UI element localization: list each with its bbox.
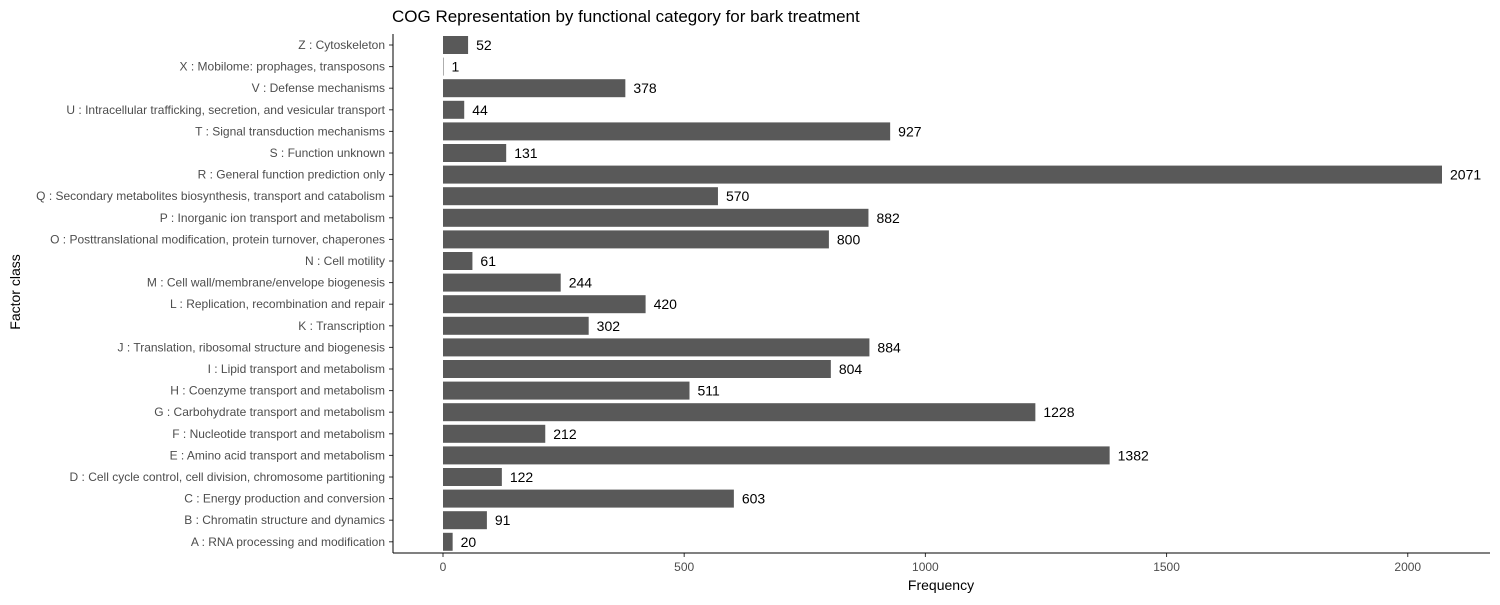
bar <box>443 403 1035 421</box>
chart-title: COG Representation by functional categor… <box>392 7 860 26</box>
bar-value-label: 1382 <box>1118 447 1149 463</box>
category-label: P : Inorganic ion transport and metaboli… <box>160 211 385 225</box>
category-label: M : Cell wall/membrane/envelope biogenes… <box>147 276 385 290</box>
bar-value-label: 244 <box>569 275 593 291</box>
bar <box>443 490 734 508</box>
bar <box>443 317 589 335</box>
category-label: G : Carbohydrate transport and metabolis… <box>154 405 385 419</box>
bar-value-label: 800 <box>837 231 861 247</box>
category-label: Z : Cytoskeleton <box>298 38 385 52</box>
bar-value-label: 420 <box>654 296 678 312</box>
category-labels-layer: Z : Cytoskeleton X : Mobilome: prophages,… <box>36 38 393 549</box>
category-label: C : Energy production and conversion <box>184 492 385 506</box>
bar <box>443 79 625 97</box>
bar <box>443 511 487 529</box>
bar-value-label: 61 <box>480 253 496 269</box>
category-label: T : Signal transduction mechanisms <box>195 124 385 138</box>
bar <box>443 468 502 486</box>
bar-value-label: 52 <box>476 37 492 53</box>
category-label: V : Defense mechanisms <box>252 81 385 95</box>
category-label: F : Nucleotide transport and metabolism <box>172 427 385 441</box>
category-label: E : Amino acid transport and metabolism <box>170 448 385 462</box>
bar-value-label: 804 <box>839 361 863 377</box>
bar <box>443 36 468 54</box>
bar-value-label: 302 <box>597 318 621 334</box>
bar <box>443 187 718 205</box>
category-label: I : Lipid transport and metabolism <box>208 362 385 376</box>
x-tick-label: 0 <box>440 560 447 574</box>
bar-value-label: 44 <box>472 102 488 118</box>
category-label: A : RNA processing and modification <box>191 535 385 549</box>
bar-value-label: 511 <box>697 383 720 399</box>
bar-value-label: 212 <box>553 426 577 442</box>
bars-layer <box>443 36 1442 551</box>
bar-value-label: 570 <box>726 188 750 204</box>
bar-value-label: 603 <box>742 491 766 507</box>
bar <box>443 101 464 119</box>
category-label: D : Cell cycle control, cell division, c… <box>70 470 385 484</box>
bar <box>443 144 506 162</box>
bar-value-label: 2071 <box>1450 167 1481 183</box>
bar-value-label: 20 <box>461 534 477 550</box>
x-ticks-layer: 0 500 1000 1500 2000 <box>440 553 1422 574</box>
category-label: R : General function prediction only <box>198 168 385 182</box>
bar-value-label: 884 <box>877 339 901 355</box>
category-label: X : Mobilome: prophages, transposons <box>180 60 385 74</box>
bar-value-label: 131 <box>514 145 538 161</box>
category-label: H : Coenzyme transport and metabolism <box>170 384 385 398</box>
bar <box>443 360 831 378</box>
x-tick-label: 1500 <box>1153 560 1180 574</box>
x-tick-label: 2000 <box>1394 560 1421 574</box>
y-axis-title: Factor class <box>7 254 23 329</box>
bar-value-label: 378 <box>633 80 657 96</box>
bar <box>443 209 868 227</box>
category-label: J : Translation, ribosomal structure and… <box>118 340 385 354</box>
category-label: N : Cell motility <box>305 254 385 268</box>
bar-value-label: 882 <box>876 210 900 226</box>
category-label: O : Posttranslational modification, prot… <box>50 232 385 246</box>
category-label: K : Transcription <box>298 319 385 333</box>
bar <box>443 122 890 140</box>
bar <box>443 295 646 313</box>
bar <box>443 382 689 400</box>
bar-value-label: 1228 <box>1043 404 1074 420</box>
value-labels-layer: 52 1 378 44 927 131 2071 570 882 800 61 244 420 302 88… <box>451 37 1481 550</box>
bar <box>443 338 869 356</box>
category-label: Q : Secondary metabolites biosynthesis, … <box>36 189 385 203</box>
bar <box>443 274 561 292</box>
category-label: S : Function unknown <box>270 146 385 160</box>
category-label: U : Intracellular trafficking, secretion… <box>66 103 385 117</box>
bar <box>443 533 453 551</box>
bar <box>443 252 472 270</box>
x-tick-label: 1000 <box>912 560 939 574</box>
bar-value-label: 122 <box>510 469 534 485</box>
x-tick-label: 500 <box>674 560 694 574</box>
bar-value-label: 927 <box>898 123 922 139</box>
bar-value-label: 1 <box>451 59 459 75</box>
bar <box>443 425 545 443</box>
x-axis-title: Frequency <box>908 577 974 593</box>
bar <box>443 230 829 248</box>
bar <box>443 166 1442 184</box>
category-label: L : Replication, recombination and repai… <box>170 297 385 311</box>
bar <box>443 446 1110 464</box>
category-label: B : Chromatin structure and dynamics <box>184 513 385 527</box>
bar-value-label: 91 <box>495 512 511 528</box>
